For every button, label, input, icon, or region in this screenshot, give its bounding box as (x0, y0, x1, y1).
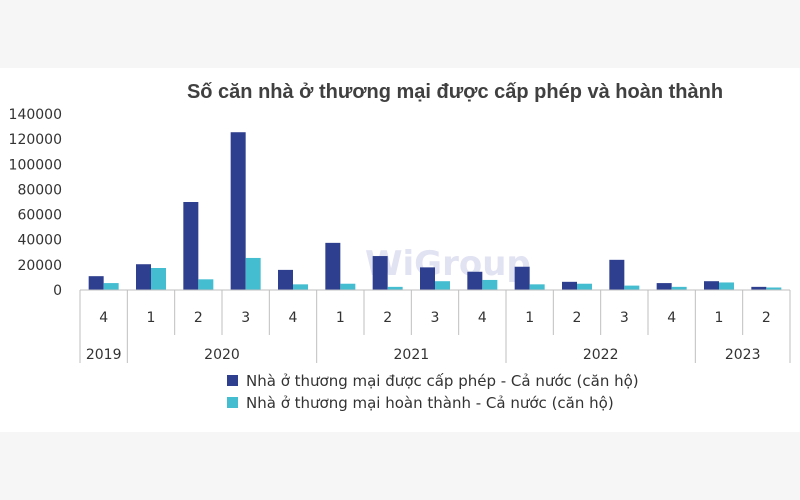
bar-completed (624, 285, 640, 290)
year-label: 2019 (86, 347, 122, 363)
bar-completed (435, 281, 450, 290)
x-tick-label: 4 (667, 310, 676, 326)
bar-completed (766, 287, 782, 290)
bar-completed (482, 279, 498, 290)
bars (88, 132, 782, 290)
bar-licensed (278, 269, 293, 290)
bar-completed (245, 257, 261, 290)
legend-label-licensed: Nhà ở thương mại được cấp phép - Cả nước… (246, 372, 639, 390)
bar-completed (198, 279, 214, 290)
bar-licensed (420, 267, 435, 290)
bar-completed (151, 268, 166, 290)
legend: Nhà ở thương mại được cấp phép - Cả nước… (227, 372, 639, 412)
bar-licensed (704, 281, 719, 290)
x-tick-label: 4 (99, 310, 108, 326)
y-tick-label: 80000 (17, 182, 62, 198)
x-tick-label: 4 (289, 310, 298, 326)
year-label: 2022 (583, 347, 619, 363)
y-tick-label: 100000 (9, 157, 62, 173)
bar-completed (293, 284, 308, 290)
x-axis: 4 1 2 3 4 1 2 3 4 1 2 3 4 1 2 2019 2020 2021 2022 2023 (79, 289, 791, 363)
year-label: 2021 (394, 347, 430, 363)
bar-licensed (467, 271, 483, 290)
legend-label-completed: Nhà ở thương mại hoàn thành - Cả nước (c… (246, 394, 614, 412)
x-tick-label: 1 (147, 310, 156, 326)
chart-title: Số căn nhà ở thương mại được cấp phép và… (187, 81, 723, 103)
bar-completed (103, 283, 119, 290)
legend-swatch-completed (227, 397, 238, 408)
y-tick-label: 120000 (9, 132, 62, 148)
x-tick-label: 1 (525, 310, 534, 326)
bar-licensed (325, 242, 341, 290)
legend-swatch-licensed (227, 375, 238, 386)
y-tick-label: 20000 (17, 258, 62, 274)
y-tick-label: 0 (53, 283, 62, 299)
bar-licensed (609, 259, 625, 290)
y-tick-label: 140000 (9, 107, 62, 123)
bar-licensed (562, 281, 577, 290)
bar-licensed (136, 264, 151, 290)
x-tick-label: 4 (478, 310, 487, 326)
x-tick-label: 2 (573, 310, 582, 326)
y-tick-label: 40000 (17, 233, 62, 249)
x-tick-label: 2 (383, 310, 392, 326)
bar-completed (671, 286, 687, 290)
watermark-logo: WiGroup (365, 244, 531, 284)
bottom-band (0, 432, 800, 500)
bar-completed (387, 286, 403, 290)
year-label: 2023 (725, 347, 761, 363)
bar-licensed (230, 132, 246, 290)
x-tick-label: 3 (620, 310, 629, 326)
bar-licensed (656, 283, 672, 290)
x-tick-label: 1 (715, 310, 724, 326)
bar-completed (577, 283, 592, 290)
y-tick-label: 60000 (17, 208, 62, 224)
bar-completed (529, 284, 545, 290)
bar-completed (719, 282, 734, 290)
x-tick-label: 3 (431, 310, 440, 326)
y-axis-ticks: 140000 120000 100000 80000 60000 40000 20000 0 (9, 107, 62, 299)
x-tick-label: 3 (241, 310, 250, 326)
bar-licensed (183, 202, 199, 290)
year-label: 2020 (204, 347, 240, 363)
x-tick-label: 1 (336, 310, 345, 326)
x-tick-label: 2 (762, 310, 771, 326)
bar-licensed (514, 266, 530, 290)
x-tick-label: 2 (194, 310, 203, 326)
bar-licensed (372, 256, 388, 290)
top-band (0, 0, 800, 68)
bar-licensed (88, 276, 104, 290)
bar-licensed (751, 286, 767, 290)
bar-completed (340, 283, 356, 290)
